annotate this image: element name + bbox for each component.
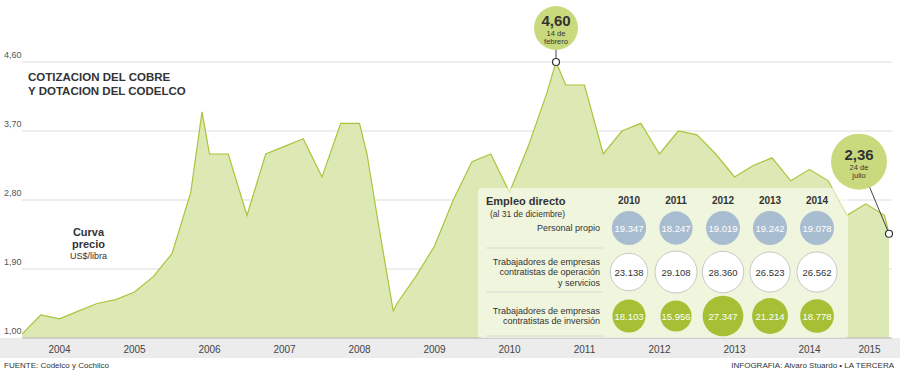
svg-text:19.347: 19.347 (614, 223, 643, 234)
svg-text:27.347: 27.347 (708, 311, 737, 322)
svg-text:21.214: 21.214 (755, 311, 784, 322)
svg-text:Empleo directo: Empleo directo (486, 195, 566, 207)
svg-text:2009: 2009 (423, 344, 446, 355)
svg-text:Trabajadores de empresas: Trabajadores de empresas (493, 306, 601, 316)
svg-text:contratistas de operación: contratistas de operación (499, 267, 600, 277)
svg-text:2014: 2014 (798, 344, 821, 355)
svg-text:2006: 2006 (198, 344, 221, 355)
html-text:COTIZACION DEL COBRE: COTIZACION DEL COBRE (28, 71, 171, 83)
svg-text:2,80: 2,80 (4, 188, 22, 198)
html-text:Curva: Curva (72, 226, 105, 238)
html-text:Y DOTACION DEL CODELCO: Y DOTACION DEL CODELCO (28, 85, 186, 97)
svg-text:2013: 2013 (759, 195, 782, 206)
svg-text:18.103: 18.103 (614, 311, 643, 322)
svg-text:2,36: 2,36 (844, 146, 873, 163)
svg-text:18.778: 18.778 (802, 311, 831, 322)
svg-text:15.956: 15.956 (661, 311, 690, 322)
svg-text:1,90: 1,90 (4, 257, 22, 267)
svg-text:julio: julio (851, 171, 865, 180)
svg-text:2011: 2011 (574, 344, 596, 355)
svg-text:19.078: 19.078 (802, 223, 831, 234)
svg-text:2010: 2010 (498, 344, 521, 355)
svg-text:2012: 2012 (712, 195, 735, 206)
html-text:FUENTE: Codelco y Cochilco: FUENTE: Codelco y Cochilco (4, 361, 109, 370)
svg-text:2011: 2011 (665, 195, 687, 206)
svg-text:(al 31 de diciembre): (al 31 de diciembre) (490, 209, 565, 219)
svg-text:1,00: 1,00 (4, 326, 22, 336)
svg-text:Personal propio: Personal propio (537, 223, 600, 233)
svg-text:24 de: 24 de (849, 162, 869, 172)
html-text:INFOGRAFIA: Alvaro Stuardo • L: INFOGRAFIA: Alvaro Stuardo • LA TERCERA (731, 361, 894, 370)
svg-text:2010: 2010 (618, 195, 641, 206)
svg-text:2014: 2014 (806, 195, 829, 206)
svg-text:contratistas de inversión: contratistas de inversión (503, 316, 600, 326)
svg-text:3,70: 3,70 (4, 119, 22, 129)
svg-text:26.562: 26.562 (802, 267, 831, 278)
svg-text:Trabajadores de empresas: Trabajadores de empresas (493, 257, 601, 267)
svg-text:2008: 2008 (348, 344, 371, 355)
svg-text:18.247: 18.247 (661, 223, 690, 234)
svg-text:29.108: 29.108 (661, 267, 690, 278)
svg-text:19.019: 19.019 (708, 223, 737, 234)
svg-text:4,60: 4,60 (4, 50, 22, 60)
svg-text:19.242: 19.242 (755, 223, 784, 234)
svg-text:2013: 2013 (723, 344, 746, 355)
svg-text:23.138: 23.138 (614, 267, 643, 278)
svg-text:26.523: 26.523 (755, 267, 784, 278)
svg-text:28.360: 28.360 (708, 267, 737, 278)
html-text:US$/libra: US$/libra (70, 251, 107, 261)
svg-text:2005: 2005 (123, 344, 146, 355)
svg-text:2004: 2004 (48, 344, 71, 355)
svg-text:2007: 2007 (273, 344, 296, 355)
svg-text:4,60: 4,60 (541, 12, 570, 29)
svg-text:febrero: febrero (544, 37, 568, 46)
svg-text:14 de: 14 de (546, 29, 566, 38)
html-text:precio: precio (72, 238, 105, 250)
svg-text:2015: 2015 (858, 344, 881, 355)
svg-text:y servicios: y servicios (558, 278, 601, 288)
svg-text:2012: 2012 (648, 344, 671, 355)
